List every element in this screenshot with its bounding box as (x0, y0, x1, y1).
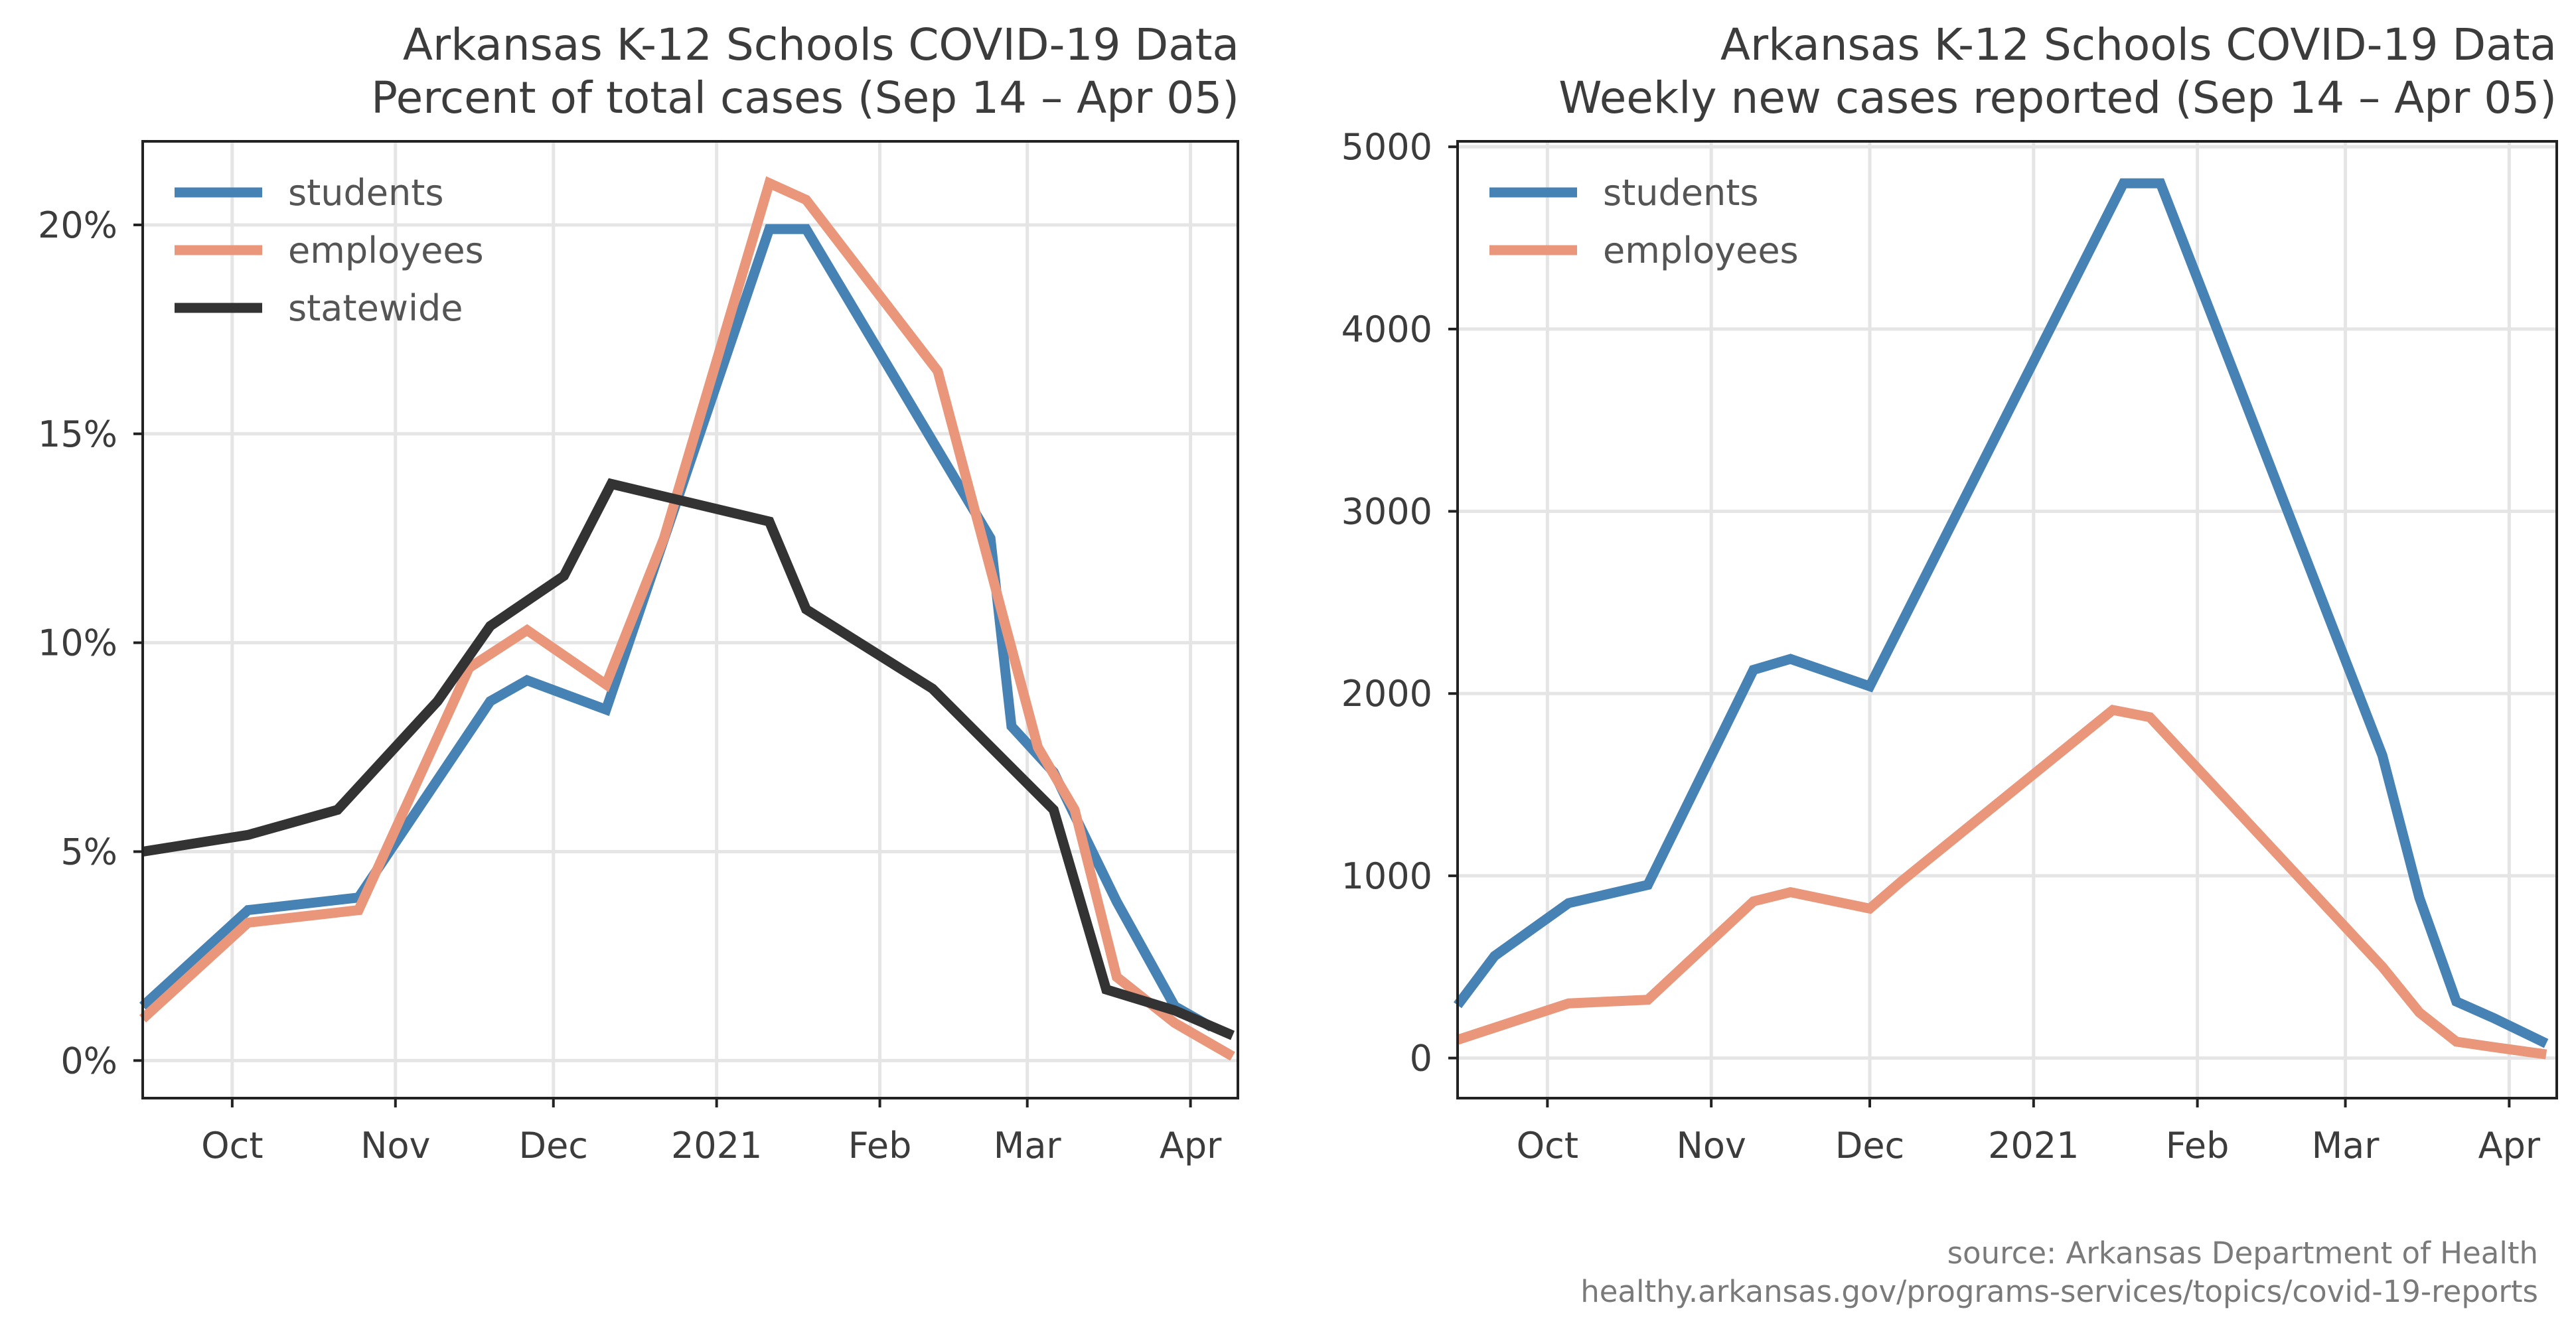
left-chart-title: Arkansas K-12 Schools COVID-19 Data (402, 19, 1239, 70)
left-y-tick-label: 0% (60, 1040, 117, 1082)
right-y-tick-label: 4000 (1341, 309, 1432, 350)
source-line-1: source: Arkansas Department of Health (1947, 1235, 2538, 1271)
left-series-line-students (139, 224, 1215, 1032)
right-x-tick-label: Dec (1835, 1125, 1905, 1166)
left-chart-title-block: Arkansas K-12 Schools COVID-19 Data Perc… (371, 19, 1239, 125)
right-y-tick-label: 5000 (1341, 126, 1432, 168)
right-x-tick-label: Feb (2166, 1125, 2230, 1166)
left-y-tick-label: 10% (38, 622, 117, 664)
right-plot-frame (1456, 140, 2558, 1099)
left-x-tick-label: Mar (994, 1125, 1062, 1166)
left-y-tick-label: 20% (38, 204, 117, 246)
right-x-tick-label: Oct (1517, 1125, 1578, 1166)
left-chart: Oct Nov Dec 2021 Feb Mar Apr 0% 5% 10% 15% 20% stude… (38, 140, 1239, 1166)
right-x-tick-label: Apr (2478, 1125, 2541, 1166)
right-series-line-students (1454, 178, 2549, 1048)
right-x-tick-label: 2021 (1988, 1125, 2079, 1166)
left-legend-label-students: students (288, 172, 444, 214)
right-y-tick-label: 3000 (1341, 491, 1432, 533)
source-note: source: Arkansas Department of Health he… (1580, 1234, 2538, 1311)
left-chart-subtitle: Percent of total cases (Sep 14 – Apr 05) (371, 72, 1239, 123)
right-legend: students employees (1489, 172, 1799, 271)
right-legend-label-students: students (1603, 172, 1759, 214)
left-legend: students employees statewide (175, 172, 484, 329)
left-legend-label-employees: employees (288, 230, 484, 271)
source-line-2: healthy.arkansas.gov/programs-services/t… (1580, 1274, 2538, 1309)
left-x-tick-label: Feb (848, 1125, 912, 1166)
left-x-tick-label: Dec (519, 1125, 589, 1166)
left-series-line-employees (139, 176, 1235, 1061)
right-legend-label-employees: employees (1603, 230, 1799, 271)
left-legend-label-statewide: statewide (288, 287, 463, 329)
right-y-tick-label: 0 (1410, 1038, 1432, 1080)
left-x-tick-label: Oct (201, 1125, 263, 1166)
right-y-tick-label: 1000 (1341, 855, 1432, 897)
left-x-tick-label: 2021 (671, 1125, 762, 1166)
left-x-tick-label: Apr (1160, 1125, 1222, 1166)
right-chart: Oct Nov Dec 2021 Feb Mar Apr 0 1000 2000 3000 4000 5… (1341, 126, 2558, 1166)
right-chart-title: Arkansas K-12 Schools COVID-19 Data (1720, 19, 2557, 70)
left-y-tick-label: 5% (60, 831, 117, 873)
right-y-tick-label: 2000 (1341, 673, 1432, 715)
right-x-tick-label: Nov (1676, 1125, 1746, 1166)
left-y-tick-label: 15% (38, 413, 117, 455)
right-chart-title-block: Arkansas K-12 Schools COVID-19 Data Week… (1558, 19, 2557, 125)
right-chart-subtitle: Weekly new cases reported (Sep 14 – Apr … (1558, 72, 2557, 123)
left-x-tick-label: Nov (360, 1125, 430, 1166)
right-x-tick-label: Mar (2312, 1125, 2380, 1166)
right-series-line-employees (1456, 704, 2547, 1060)
left-plot-frame (141, 140, 1239, 1099)
left-series-line-statewide (141, 478, 1235, 1040)
